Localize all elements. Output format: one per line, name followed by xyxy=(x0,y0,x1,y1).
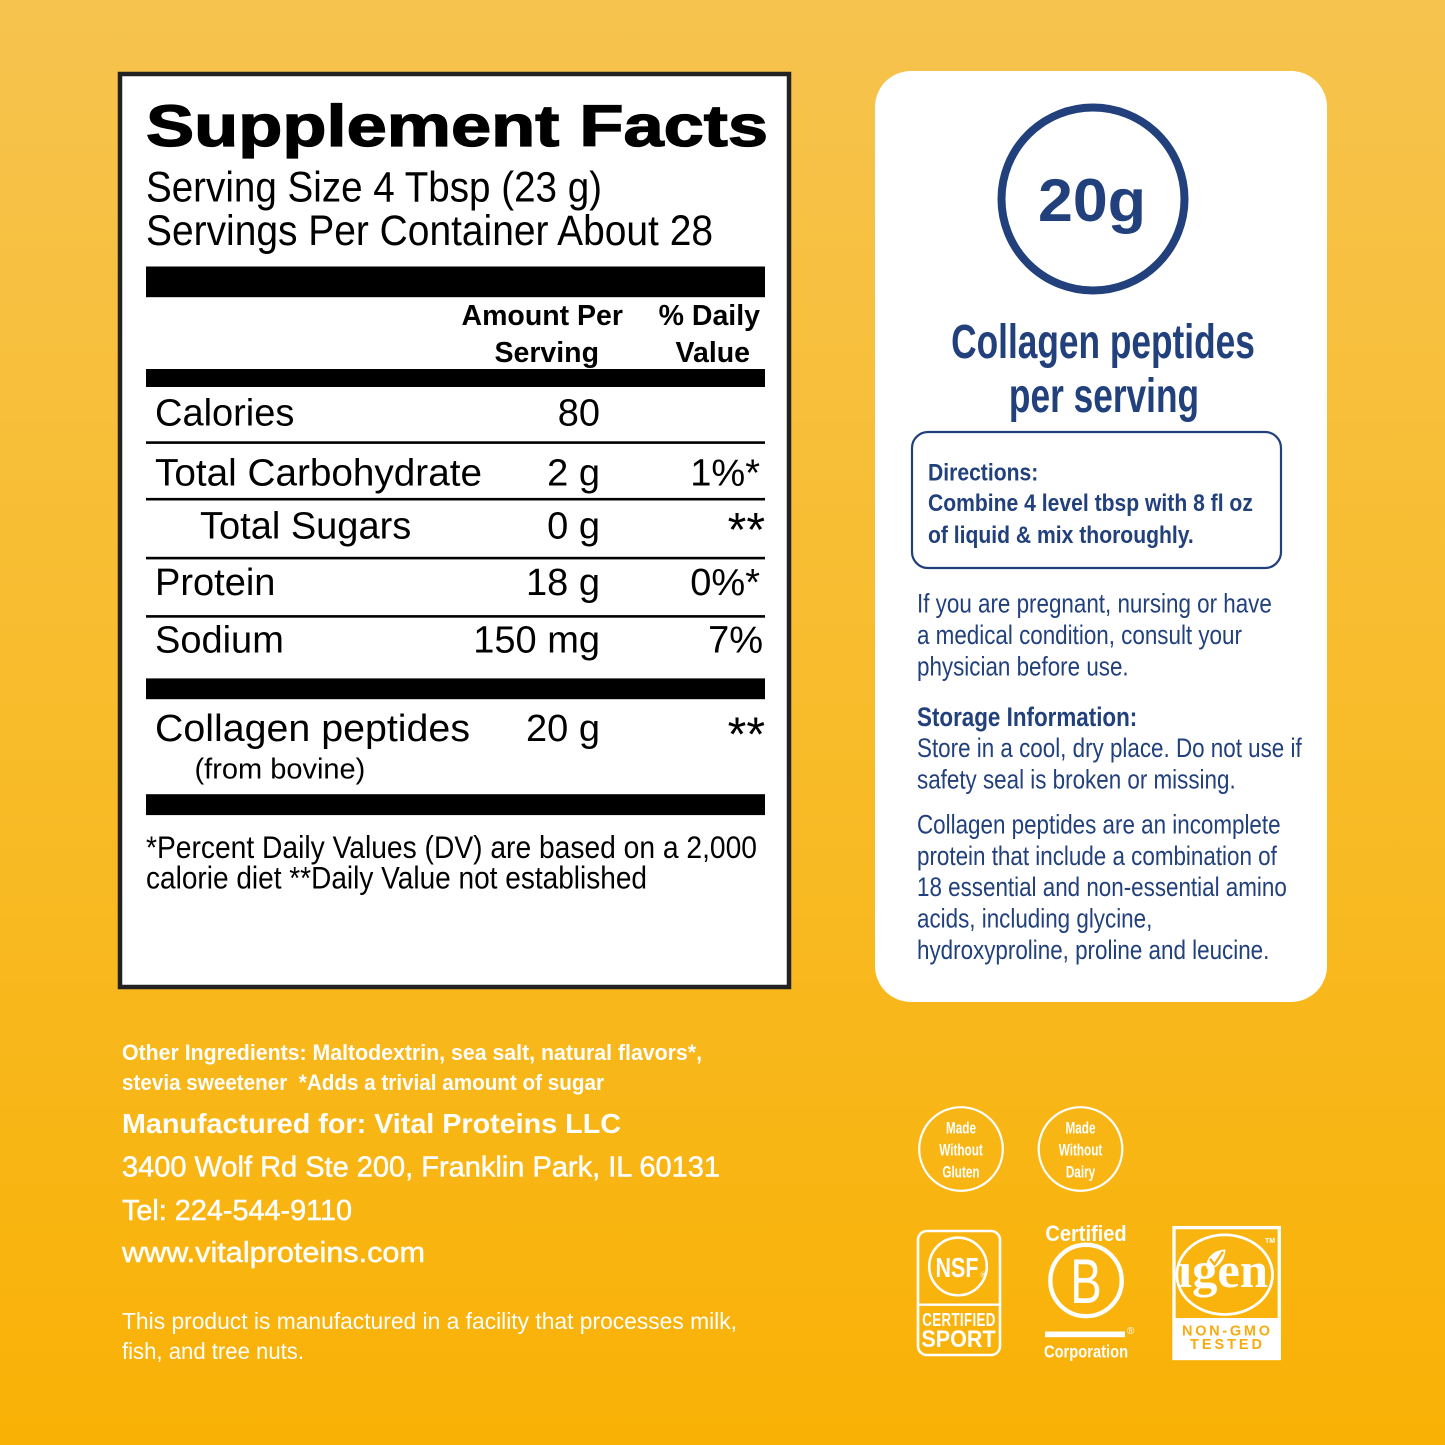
svg-text:www.vitalproteins.com: www.vitalproteins.com xyxy=(121,1237,425,1269)
svg-text:TM: TM xyxy=(1265,1238,1275,1245)
svg-text:**: ** xyxy=(728,709,765,762)
svg-text:Tel: 224-544-9110: Tel: 224-544-9110 xyxy=(122,1195,352,1227)
svg-text:a medical condition, consult y: a medical condition, consult your xyxy=(917,621,1242,650)
svg-text:0%*: 0%* xyxy=(690,562,760,604)
svg-text:Other Ingredients: Maltodextri: Other Ingredients: Maltodextrin, sea sal… xyxy=(122,1040,702,1065)
svg-text:3400 Wolf Rd Ste 200, Franklin: 3400 Wolf Rd Ste 200, Franklin Park, IL … xyxy=(122,1152,720,1184)
svg-text:Servings Per Container About 2: Servings Per Container About 28 xyxy=(146,207,713,255)
svg-text:Sodium: Sodium xyxy=(155,620,284,662)
svg-text:hydroxyproline, proline and le: hydroxyproline, proline and leucine. xyxy=(917,936,1269,965)
svg-text:Corporation: Corporation xyxy=(1044,1342,1128,1361)
svg-text:Calories: Calories xyxy=(155,393,294,435)
svg-text:Made: Made xyxy=(946,1120,976,1138)
svg-text:0 g: 0 g xyxy=(547,506,600,548)
svg-text:Collagen peptides: Collagen peptides xyxy=(155,708,470,750)
svg-text:This product is manufactured i: This product is manufactured in a facili… xyxy=(122,1308,737,1334)
svg-text:Collagen peptides are an incom: Collagen peptides are an incomplete xyxy=(917,811,1281,840)
svg-text:fish, and tree nuts.: fish, and tree nuts. xyxy=(122,1338,304,1364)
svg-text:safety seal is broken or missi: safety seal is broken or missing. xyxy=(917,766,1236,795)
svg-text:**: ** xyxy=(728,504,765,557)
svg-text:Manufactured for: Vital Protei: Manufactured for: Vital Proteins LLC xyxy=(122,1108,621,1139)
svg-text:(from bovine): (from bovine) xyxy=(195,753,366,785)
svg-text:1%*: 1%* xyxy=(690,453,760,495)
svg-text:Protein: Protein xyxy=(155,562,275,604)
svg-text:Certified: Certified xyxy=(1045,1222,1126,1246)
svg-text:®: ® xyxy=(981,1271,987,1280)
svg-text:stevia sweetener *Adds a triv: stevia sweetener *Adds a trivial amount … xyxy=(122,1070,604,1095)
svg-text:2 g: 2 g xyxy=(547,453,600,495)
svg-text:Combine 4 level tbsp with 8 fl: Combine 4 level tbsp with 8 fl oz xyxy=(928,490,1253,517)
svg-text:of liquid & mix thoroughly.: of liquid & mix thoroughly. xyxy=(928,522,1194,549)
svg-text:Value: Value xyxy=(676,337,750,369)
svg-text:Supplement Facts: Supplement Facts xyxy=(146,94,768,159)
svg-text:calorie diet **Daily Value not: calorie diet **Daily Value not establish… xyxy=(146,860,647,896)
svg-text:Made: Made xyxy=(1066,1120,1096,1138)
svg-text:If you are pregnant, nursing o: If you are pregnant, nursing or have xyxy=(917,590,1272,619)
svg-text:18 essential and non-essential: 18 essential and non-essential amino xyxy=(917,873,1287,902)
svg-text:NON-GMO: NON-GMO xyxy=(1182,1323,1270,1339)
svg-text:Amount Per: Amount Per xyxy=(461,300,623,332)
svg-text:% Daily: % Daily xyxy=(659,300,761,332)
svg-text:Directions:: Directions: xyxy=(928,459,1038,486)
svg-text:Total Carbohydrate: Total Carbohydrate xyxy=(155,453,482,495)
svg-text:acids, including glycine,: acids, including glycine, xyxy=(917,905,1152,934)
svg-text:®: ® xyxy=(1127,1326,1135,1337)
svg-text:Serving: Serving xyxy=(494,337,599,369)
svg-text:Serving Size 4 Tbsp (23 g): Serving Size 4 Tbsp (23 g) xyxy=(146,164,602,212)
svg-text:20g: 20g xyxy=(1038,167,1146,234)
svg-text:CERTIFIED: CERTIFIED xyxy=(922,1310,996,1331)
svg-text:Total Sugars: Total Sugars xyxy=(200,506,411,548)
svg-text:150 mg: 150 mg xyxy=(473,620,600,662)
svg-text:Storage Information:: Storage Information: xyxy=(917,703,1137,732)
svg-text:NSF: NSF xyxy=(936,1254,979,1284)
svg-text:Without: Without xyxy=(939,1142,983,1160)
svg-text:per serving: per serving xyxy=(1009,369,1199,423)
svg-text:20 g: 20 g xyxy=(526,708,600,750)
svg-text:physician before use.: physician before use. xyxy=(917,653,1129,682)
svg-text:B: B xyxy=(1070,1246,1102,1316)
svg-text:Store in a cool, dry place. Do: Store in a cool, dry place. Do not use i… xyxy=(917,734,1302,763)
svg-text:Without: Without xyxy=(1059,1142,1103,1160)
svg-text:Collagen peptides: Collagen peptides xyxy=(951,315,1255,369)
svg-text:SPORT: SPORT xyxy=(921,1325,995,1353)
svg-text:*Percent Daily Values (DV) are: *Percent Daily Values (DV) are based on … xyxy=(146,829,757,865)
svg-text:7%: 7% xyxy=(708,620,763,662)
svg-text:Gluten: Gluten xyxy=(942,1164,979,1182)
svg-text:18 g: 18 g xyxy=(526,562,600,604)
svg-text:Dairy: Dairy xyxy=(1066,1164,1095,1182)
svg-text:80: 80 xyxy=(558,393,600,435)
svg-text:protein that include a combina: protein that include a combination of xyxy=(917,842,1277,871)
